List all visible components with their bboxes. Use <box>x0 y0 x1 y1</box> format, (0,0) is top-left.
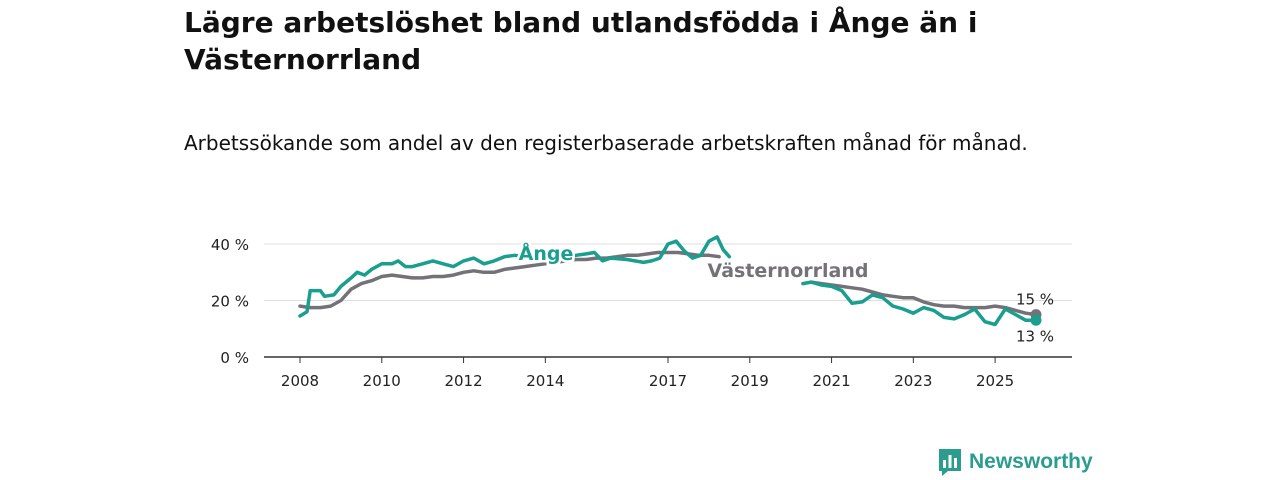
x-tick-label: 2023 <box>894 372 932 390</box>
x-tick-label: 2025 <box>976 372 1014 390</box>
brand-name: Newsworthy <box>969 450 1093 473</box>
chart-title: Lägre arbetslöshet bland utlandsfödda i … <box>184 6 978 76</box>
newsworthy-icon <box>939 449 961 476</box>
x-tick-label: 2008 <box>281 372 319 390</box>
axes: 0 % 20 % 40 % 2008 2010 2012 2014 2017 2019 2021 2… <box>211 236 1072 390</box>
x-tick-label: 2014 <box>526 372 564 390</box>
x-tick-label: 2012 <box>444 372 482 390</box>
newsworthy-logo[interactable]: Newsworthy <box>937 447 1093 477</box>
end-label-ange: 13 % <box>1016 327 1054 345</box>
y-tick-label: 20 % <box>211 293 249 311</box>
series-line-vasternorrland <box>298 250 1038 317</box>
x-tick-label: 2010 <box>363 372 401 390</box>
series-label-vasternorrland: Västernorrland <box>708 260 869 282</box>
y-tick-label: 40 % <box>211 236 249 254</box>
series-line-ange <box>298 235 1038 327</box>
y-tick-label: 0 % <box>220 349 249 367</box>
x-tick-label: 2017 <box>649 372 687 390</box>
series-labels: 15 % 13 % Ånge Västernorrland <box>516 239 1054 346</box>
series-label-ange: Ånge <box>519 241 574 265</box>
series-lines <box>298 235 1042 327</box>
end-label-vasternorrland: 15 % <box>1016 291 1054 309</box>
chart-subtitle: Arbetssökande som andel av den registerb… <box>184 131 1028 155</box>
x-tick-label: 2021 <box>812 372 850 390</box>
x-tick-label: 2019 <box>731 372 769 390</box>
end-marker-ange <box>1030 314 1042 326</box>
